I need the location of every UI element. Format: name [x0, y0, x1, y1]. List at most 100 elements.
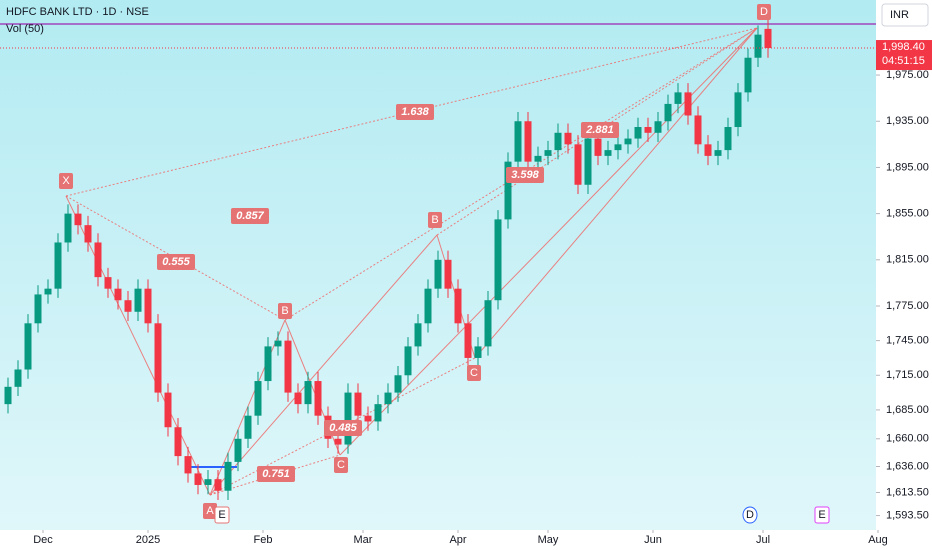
ratio-box [231, 208, 269, 224]
candle-body [284, 340, 292, 393]
candle-body [334, 438, 342, 445]
x-tick-label: Dec [33, 534, 53, 546]
y-tick-label: 1,815.00 [886, 254, 929, 266]
candle-body [534, 155, 542, 162]
candle-body [564, 132, 572, 145]
ratio-box [506, 167, 544, 183]
candle-body [494, 219, 502, 301]
indicator-label: Vol (50) [6, 23, 44, 35]
candle-body [664, 103, 672, 122]
candle-body [344, 392, 352, 445]
pattern-line [474, 27, 758, 359]
candle-body [94, 242, 102, 278]
price-axis [876, 0, 932, 550]
y-tick-label: 1,975.00 [886, 69, 929, 81]
candle-body [624, 138, 632, 145]
candle-body [584, 138, 592, 185]
pattern-line [209, 234, 438, 496]
candle-body [314, 381, 322, 416]
candle-body [304, 381, 312, 405]
ratio-label: 0.555 [162, 256, 190, 268]
x-tick-label: Aug [868, 534, 888, 546]
candle-body [574, 144, 582, 185]
ratio-label: 0.751 [262, 468, 290, 480]
candle-body [4, 386, 12, 405]
ratio-label: 0.857 [236, 210, 264, 222]
candle-body [364, 415, 372, 422]
event-box [742, 506, 758, 524]
candle-body [464, 323, 472, 358]
pattern-point: X [62, 175, 70, 187]
y-tick-label: 1,715.00 [886, 369, 929, 381]
ratio-label: 2.881 [585, 124, 614, 136]
candle-body [474, 346, 482, 358]
candle-body [54, 242, 62, 289]
x-tick-label: Jun [644, 534, 662, 546]
y-tick-label: 1,895.00 [886, 161, 929, 173]
candle-body [384, 392, 392, 405]
candle-body [604, 150, 612, 156]
event-box [214, 506, 230, 524]
candle-body [64, 213, 72, 243]
pattern-point-box [757, 4, 771, 20]
event-marker: E [218, 509, 225, 521]
y-tick-label: 1,775.00 [886, 300, 929, 312]
candle-body [374, 404, 382, 422]
candle-body [594, 138, 602, 156]
y-tick-label: 1,855.00 [886, 208, 929, 220]
event-marker: E [818, 509, 825, 521]
candle-body [354, 392, 362, 416]
candle-body [214, 479, 222, 491]
time-axis [0, 530, 876, 550]
candle-body [234, 438, 242, 462]
candle-body [694, 115, 702, 145]
candle-body [734, 92, 742, 128]
ratio-box [324, 420, 362, 436]
candle-body [244, 415, 252, 439]
pattern-point: B [281, 305, 288, 317]
pattern-point: C [337, 459, 345, 471]
currency-box[interactable] [881, 3, 929, 27]
candle-body [134, 288, 142, 312]
candle-body [524, 121, 532, 162]
ratio-label: 0.485 [329, 422, 357, 434]
candle-body [104, 277, 112, 289]
candle-body [164, 392, 172, 428]
ratio-box [396, 104, 434, 120]
pattern-point-box [334, 457, 348, 473]
y-tick-label: 1,745.00 [886, 335, 929, 347]
candle-body [174, 427, 182, 457]
ratio-label: 1.638 [401, 106, 429, 118]
x-tick-label: May [538, 534, 559, 546]
current-price-label: 1,998.40 [882, 41, 925, 53]
candle-body [194, 473, 202, 485]
candle-body [394, 375, 402, 393]
pattern-point-box [467, 365, 481, 381]
candle-body [34, 294, 42, 324]
event-marker: D [746, 509, 754, 521]
candle-body [544, 150, 552, 156]
candle-body [514, 121, 522, 162]
candle-body [204, 479, 212, 485]
candle-body [424, 288, 432, 324]
y-tick-label: 1,660.00 [886, 433, 929, 445]
x-tick-label: Apr [449, 534, 466, 546]
x-tick-label: Mar [354, 534, 373, 546]
ratio-label: 3.598 [511, 169, 539, 181]
candle-body [644, 127, 652, 133]
candle-body [144, 288, 152, 324]
y-tick-label: 1,593.50 [886, 509, 929, 521]
candle-body [654, 121, 662, 133]
y-tick-label: 1,685.00 [886, 404, 929, 416]
candle-body [434, 259, 442, 289]
pattern-point-box [278, 303, 292, 319]
candle-body [254, 381, 262, 416]
event-box [814, 506, 830, 524]
pattern-point: B [431, 214, 438, 226]
candle-body [704, 144, 712, 156]
candle-body [484, 300, 492, 347]
candle-body [294, 392, 302, 405]
candle-body [614, 144, 622, 151]
